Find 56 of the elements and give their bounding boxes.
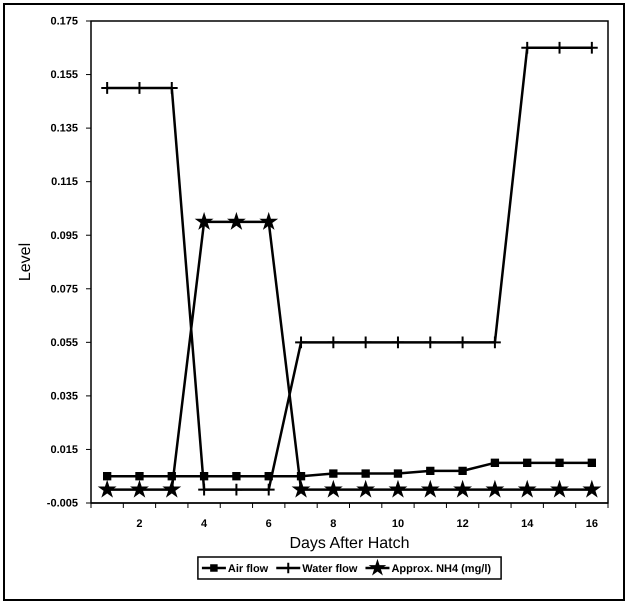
point (458, 466, 467, 476)
point (423, 335, 438, 350)
point (232, 472, 241, 480)
point (326, 482, 341, 496)
point (230, 482, 244, 497)
point (523, 458, 532, 467)
point (588, 458, 596, 467)
x-tick-label: 4 (201, 518, 208, 530)
point (555, 458, 564, 467)
y-tick-label: 0.015 (50, 444, 78, 456)
legend-label: Approx. NH4 (mg/l) (391, 563, 492, 575)
point (329, 469, 338, 478)
point (390, 482, 406, 496)
point (294, 335, 308, 350)
point (358, 335, 373, 350)
y-tick-label: 0.115 (51, 176, 78, 188)
point (326, 335, 340, 350)
point (100, 482, 115, 496)
y-tick-label: 0.075 (50, 283, 78, 296)
y-tick-label: 0.155 (50, 69, 78, 82)
point (132, 482, 147, 496)
point (552, 482, 567, 496)
x-tick-label: 8 (330, 518, 336, 530)
x-tick-label: 2 (136, 518, 143, 530)
point (361, 469, 370, 478)
point (164, 482, 180, 496)
y-tick-label: 0.055 (50, 336, 78, 349)
y-tick-label: -0.005 (46, 498, 78, 510)
y-tick-label: 0.095 (50, 230, 78, 242)
point (394, 469, 402, 478)
y-axis-title: Level (17, 242, 34, 282)
x-tick-label: 14 (521, 518, 534, 530)
y-tick-label: 0.135 (50, 122, 78, 135)
point (391, 335, 405, 350)
y-tick-label: 0.175 (50, 16, 78, 28)
point (490, 458, 500, 467)
x-axis-title: Days After Hatch (289, 535, 410, 552)
point (135, 472, 144, 480)
point (422, 482, 438, 496)
point (520, 482, 535, 496)
point (262, 482, 276, 497)
point (294, 482, 308, 496)
point (197, 482, 211, 497)
point (102, 472, 112, 480)
x-tick-label: 10 (392, 518, 404, 530)
x-tick-label: 6 (266, 518, 272, 530)
point (488, 335, 502, 350)
point (584, 482, 600, 496)
legend-label: Water flow (302, 563, 358, 575)
y-tick-label: 0.035 (50, 390, 78, 402)
point (358, 482, 374, 496)
legend-label: Air flow (228, 563, 269, 575)
x-tick-label: 16 (586, 518, 598, 530)
point (456, 335, 470, 350)
point (426, 466, 434, 476)
x-tick-label: 12 (456, 518, 469, 530)
